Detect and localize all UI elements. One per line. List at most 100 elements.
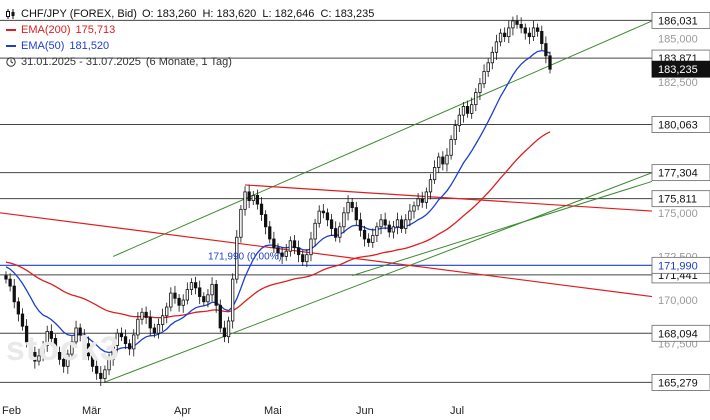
candle-body xyxy=(399,219,404,229)
candle-body xyxy=(296,247,301,256)
candle-body xyxy=(70,341,74,355)
candle-body xyxy=(239,208,243,238)
candle-body xyxy=(292,240,297,249)
candle-body xyxy=(309,238,313,256)
legend-ohlc: O: 183,260 H: 183,620 L: 182,646 C: 183,… xyxy=(141,8,375,20)
candle-body xyxy=(29,341,33,353)
candle-body xyxy=(383,219,387,226)
candle-body xyxy=(280,252,284,257)
candle-body xyxy=(354,207,358,221)
candle-body xyxy=(395,219,400,228)
candle-body xyxy=(358,219,363,231)
candle-body xyxy=(111,345,115,360)
legend-ema50-row: EMA(50) 181,520 xyxy=(6,38,374,54)
candle-body xyxy=(177,297,181,306)
candle-body xyxy=(375,226,379,236)
legend-ema200-value: 175,713 xyxy=(75,24,116,36)
candle-body xyxy=(173,292,177,299)
candle-body xyxy=(432,167,437,181)
candle-body xyxy=(367,238,371,243)
x-tick-label: Mär xyxy=(82,405,101,417)
candle-body xyxy=(486,62,490,72)
candle-body xyxy=(119,332,124,338)
candle-body xyxy=(317,210,321,224)
candle-body xyxy=(408,210,412,221)
candle-body xyxy=(441,156,445,165)
candle-body xyxy=(136,318,140,336)
candle-body xyxy=(531,27,536,38)
candle-body xyxy=(140,311,144,320)
level-tag-box xyxy=(651,324,710,342)
candle-body xyxy=(103,369,107,379)
trend-line xyxy=(104,172,653,383)
candle-body xyxy=(193,282,198,289)
candle-body xyxy=(474,92,478,106)
candle-body xyxy=(416,198,420,207)
candle-body xyxy=(461,106,466,116)
y-tick-label: 175,000 xyxy=(658,208,698,220)
candle-body xyxy=(301,254,305,263)
candle-body xyxy=(437,156,441,168)
legend-ema50-value: 181,520 xyxy=(69,40,110,52)
level-tag: 186,031 xyxy=(658,15,698,27)
candle-body xyxy=(57,351,62,360)
candle-body xyxy=(62,358,66,367)
candle-body xyxy=(189,282,194,290)
legend-period-row: 31.01.2025 - 31.07.2025 (6 Monate, 1 Tag… xyxy=(6,54,374,70)
candle-body xyxy=(465,106,470,114)
ema50-line xyxy=(5,49,551,354)
candle-body xyxy=(527,32,532,38)
candle-body xyxy=(420,198,424,203)
legend-ema200-row: EMA(200) 175,713 xyxy=(6,22,374,38)
candle-body xyxy=(544,43,548,57)
candle-body xyxy=(82,334,86,345)
candle-body xyxy=(107,358,111,371)
candle-body xyxy=(222,327,227,338)
candle-body xyxy=(478,83,482,93)
candle-body xyxy=(313,222,317,240)
candle-body xyxy=(482,71,486,85)
candle-body xyxy=(288,240,292,252)
candle-body xyxy=(263,214,268,228)
candle-body xyxy=(12,285,16,303)
candle-body xyxy=(20,313,25,327)
legend-symbol-row: CHF/JPY (FOREX, Bid) O: 183,260 H: 183,6… xyxy=(6,6,374,22)
legend-ema200-label: EMA(200) xyxy=(21,24,71,36)
candle-body xyxy=(123,336,128,345)
candle-body xyxy=(33,351,37,362)
candle-body xyxy=(231,278,235,322)
blue-level-annotation: 171,990 (0,00%) xyxy=(208,251,282,262)
y-tick-label: 182,500 xyxy=(658,77,698,89)
candle-body xyxy=(490,51,494,64)
candle-body xyxy=(127,343,132,350)
candle-body xyxy=(404,219,408,229)
x-tick-label: Jun xyxy=(356,405,374,417)
level-tag-box xyxy=(651,190,710,208)
candle-body xyxy=(523,27,527,34)
candle-body xyxy=(494,41,499,53)
candle-body xyxy=(206,294,210,303)
candle-body xyxy=(449,139,453,156)
candle-body xyxy=(515,20,519,25)
candle-body xyxy=(45,331,49,346)
candle-body xyxy=(321,210,325,214)
candle-body xyxy=(95,365,99,374)
candle-body xyxy=(325,212,330,221)
level-tag: 165,279 xyxy=(658,377,698,389)
candle-body xyxy=(74,327,78,343)
legend-period-detail: (6 Monate, 1 Tag) xyxy=(145,56,232,68)
candle-body xyxy=(66,353,70,367)
candle-body xyxy=(350,201,354,208)
candle-body xyxy=(387,224,391,233)
candle-body xyxy=(305,254,309,263)
candle-body xyxy=(90,355,95,367)
candle-body xyxy=(511,20,515,29)
candle-body xyxy=(247,191,251,202)
blue-level-tag: 171,990 xyxy=(658,260,698,272)
candle-body xyxy=(49,331,53,339)
candle-body xyxy=(210,283,214,296)
candle-body xyxy=(132,334,136,350)
candle-body xyxy=(338,226,342,238)
